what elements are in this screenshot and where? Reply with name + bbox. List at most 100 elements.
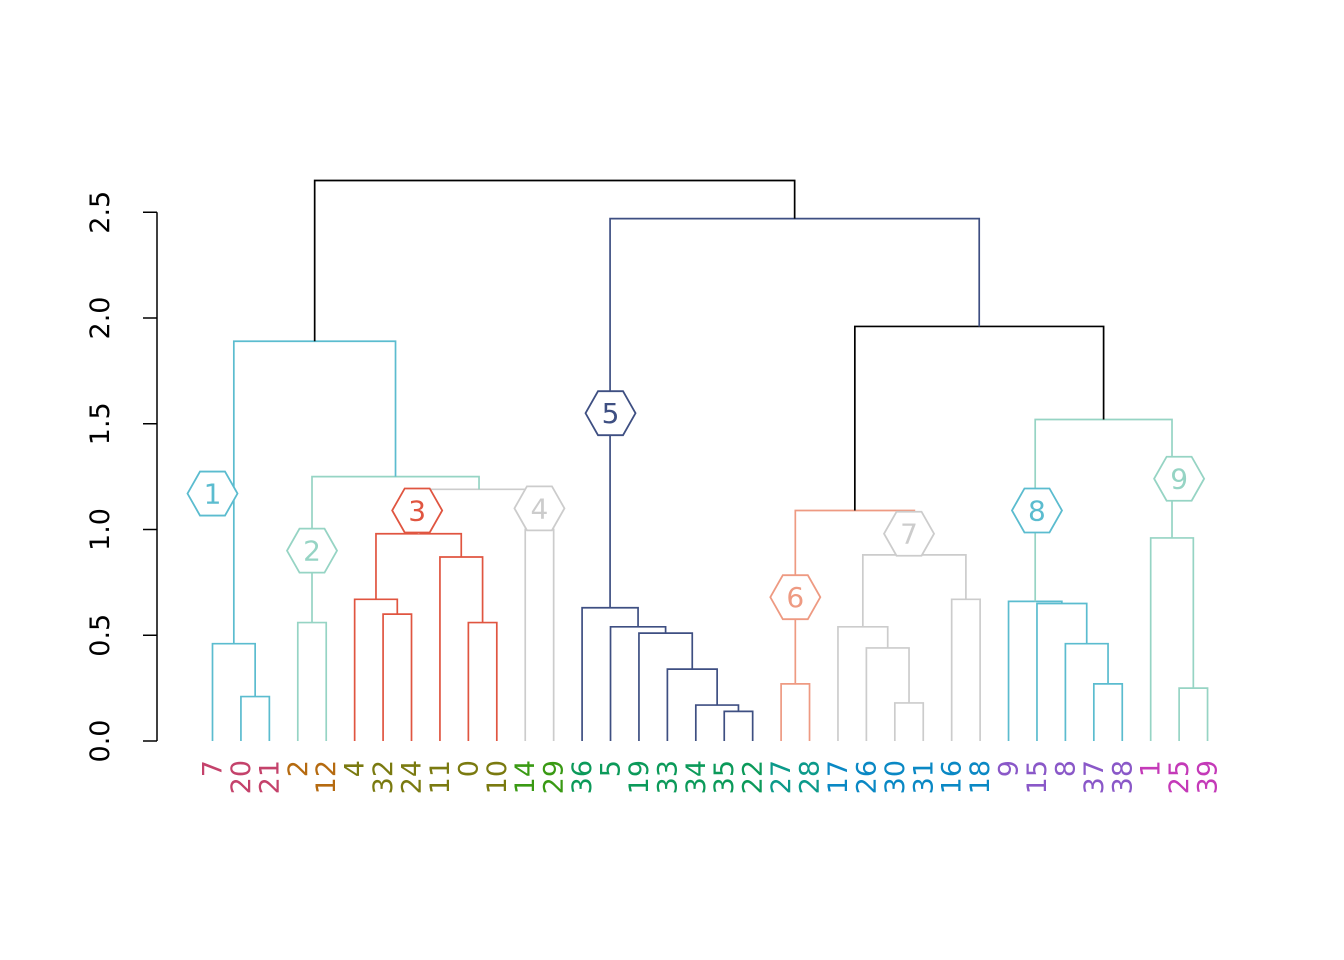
leaf-label: 38 — [1107, 760, 1138, 794]
leaf-label: 19 — [624, 760, 655, 794]
cluster-badge: 7 — [882, 510, 936, 557]
dendrogram-branch — [780, 683, 811, 741]
dendrogram-branch — [1036, 602, 1088, 741]
dendrogram-branch — [353, 598, 399, 741]
cluster-badge: 6 — [769, 574, 822, 621]
dendrogram-branch — [232, 340, 397, 644]
cluster-label: 8 — [1028, 494, 1046, 527]
leaf-label: 18 — [965, 760, 996, 794]
leaf-label: 0 — [453, 760, 484, 777]
cluster-badge: 1 — [186, 470, 239, 517]
cluster-label: 9 — [1170, 463, 1188, 496]
leaf-label: 39 — [1193, 760, 1224, 794]
hexagon-icon — [1153, 455, 1206, 502]
leaf-label: 12 — [311, 760, 342, 794]
dendrogram-branch — [467, 621, 498, 741]
dendrogram-branch — [1149, 537, 1195, 741]
leaf-label: 37 — [1079, 760, 1110, 794]
leaf-label: 7 — [198, 760, 229, 777]
dendrogram-branch — [240, 695, 271, 741]
leaf-label: 36 — [567, 760, 598, 794]
dendrogram-branch — [853, 325, 1105, 511]
leaf-label: 1 — [1136, 760, 1167, 777]
leaf-label: 4 — [340, 760, 371, 777]
dendrogram-branch — [1064, 642, 1109, 741]
dendrogram-branch — [1007, 600, 1063, 741]
leaf-label: 30 — [880, 760, 911, 794]
dendrogram-branch — [382, 613, 413, 741]
hexagon-icon — [1010, 487, 1064, 534]
cluster-label: 3 — [408, 494, 426, 527]
leaf-label: 31 — [908, 760, 939, 794]
leaf-label: 8 — [1050, 760, 1081, 777]
hexagon-icon — [584, 390, 637, 437]
dendrogram-branch — [723, 710, 754, 741]
dendrogram-branch — [609, 625, 667, 741]
dendrogram-branch — [296, 621, 328, 741]
hexagon-icon — [513, 485, 566, 532]
cluster-label: 2 — [303, 535, 321, 568]
y-tick-label: 0.0 — [85, 720, 116, 763]
cluster-badge: 2 — [285, 527, 339, 574]
leaf-label: 33 — [652, 760, 683, 794]
leaf-label: 14 — [510, 760, 541, 794]
leaf-labels: 7202121243224110101429365193334352227281… — [198, 760, 1224, 794]
cluster-label: 5 — [602, 397, 620, 430]
leaf-label: 32 — [368, 760, 399, 794]
dendrogram-branches — [211, 179, 1209, 741]
leaf-label: 16 — [937, 760, 968, 794]
dendrogram-branch — [375, 532, 463, 600]
dendrogram-branch — [893, 702, 925, 741]
cluster-badges: 1 2 3 4 5 6 7 8 9 — [186, 390, 1206, 621]
leaf-label: 24 — [397, 760, 428, 794]
y-axis: 0.0 0.5 1.0 1.5 2.0 2.5 — [85, 191, 158, 763]
cluster-label: 1 — [204, 478, 222, 511]
leaf-label: 28 — [795, 760, 826, 794]
hexagon-icon — [769, 574, 822, 621]
cluster-badge: 5 — [584, 390, 637, 437]
leaf-label: 10 — [482, 760, 513, 794]
leaf-label: 9 — [994, 760, 1025, 777]
leaf-label: 27 — [766, 760, 797, 794]
y-tick-label: 1.0 — [85, 508, 116, 551]
dendrogram-branch — [861, 554, 967, 627]
dendrogram-branch — [524, 528, 555, 741]
leaf-label: 5 — [596, 760, 627, 777]
dendrogram-branch — [694, 704, 740, 741]
leaf-label: 11 — [425, 760, 456, 794]
y-tick-label: 1.5 — [85, 402, 116, 445]
dendrogram-branch — [313, 179, 796, 342]
dendrogram-branch — [950, 598, 981, 741]
leaf-label: 35 — [709, 760, 740, 794]
cluster-badge: 8 — [1010, 487, 1064, 534]
leaf-label: 34 — [681, 760, 712, 794]
cluster-badge: 3 — [391, 487, 444, 534]
y-tick-label: 2.0 — [85, 297, 116, 340]
dendrogram-branch — [439, 556, 484, 741]
y-tick-label: 2.5 — [85, 191, 116, 234]
y-tick-label: 0.5 — [85, 614, 116, 657]
leaf-label: 20 — [226, 760, 257, 794]
cluster-label: 4 — [531, 492, 549, 525]
leaf-label: 22 — [738, 760, 769, 794]
dendrogram-branch — [837, 625, 889, 741]
leaf-label: 29 — [539, 760, 570, 794]
dendrogram-branch — [865, 647, 910, 741]
hexagon-icon — [186, 470, 239, 517]
hexagon-icon — [391, 487, 444, 534]
leaf-label: 25 — [1164, 760, 1195, 794]
leaf-label: 21 — [254, 760, 285, 794]
leaf-label: 17 — [823, 760, 854, 794]
cluster-label: 7 — [900, 518, 918, 551]
dendrogram-branch — [1178, 687, 1209, 741]
dendrogram-branch — [638, 632, 694, 741]
cluster-badge: 9 — [1153, 455, 1206, 502]
hexagon-icon — [285, 527, 339, 574]
cluster-label: 6 — [786, 581, 804, 614]
leaf-label: 26 — [851, 760, 882, 794]
leaf-label: 2 — [283, 760, 314, 777]
dendrogram-branch — [211, 642, 256, 741]
leaf-label: 15 — [1022, 760, 1053, 794]
hexagon-icon — [882, 510, 936, 557]
